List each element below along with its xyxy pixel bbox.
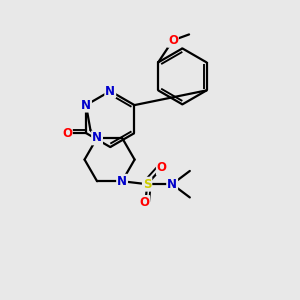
Text: O: O (157, 161, 167, 175)
Text: O: O (62, 127, 72, 140)
Text: N: N (117, 175, 127, 188)
Text: N: N (105, 85, 115, 98)
Text: N: N (167, 178, 177, 191)
Text: O: O (139, 196, 149, 209)
Text: O: O (168, 34, 178, 47)
Text: N: N (92, 131, 102, 144)
Text: S: S (143, 178, 152, 191)
Text: N: N (81, 99, 91, 112)
